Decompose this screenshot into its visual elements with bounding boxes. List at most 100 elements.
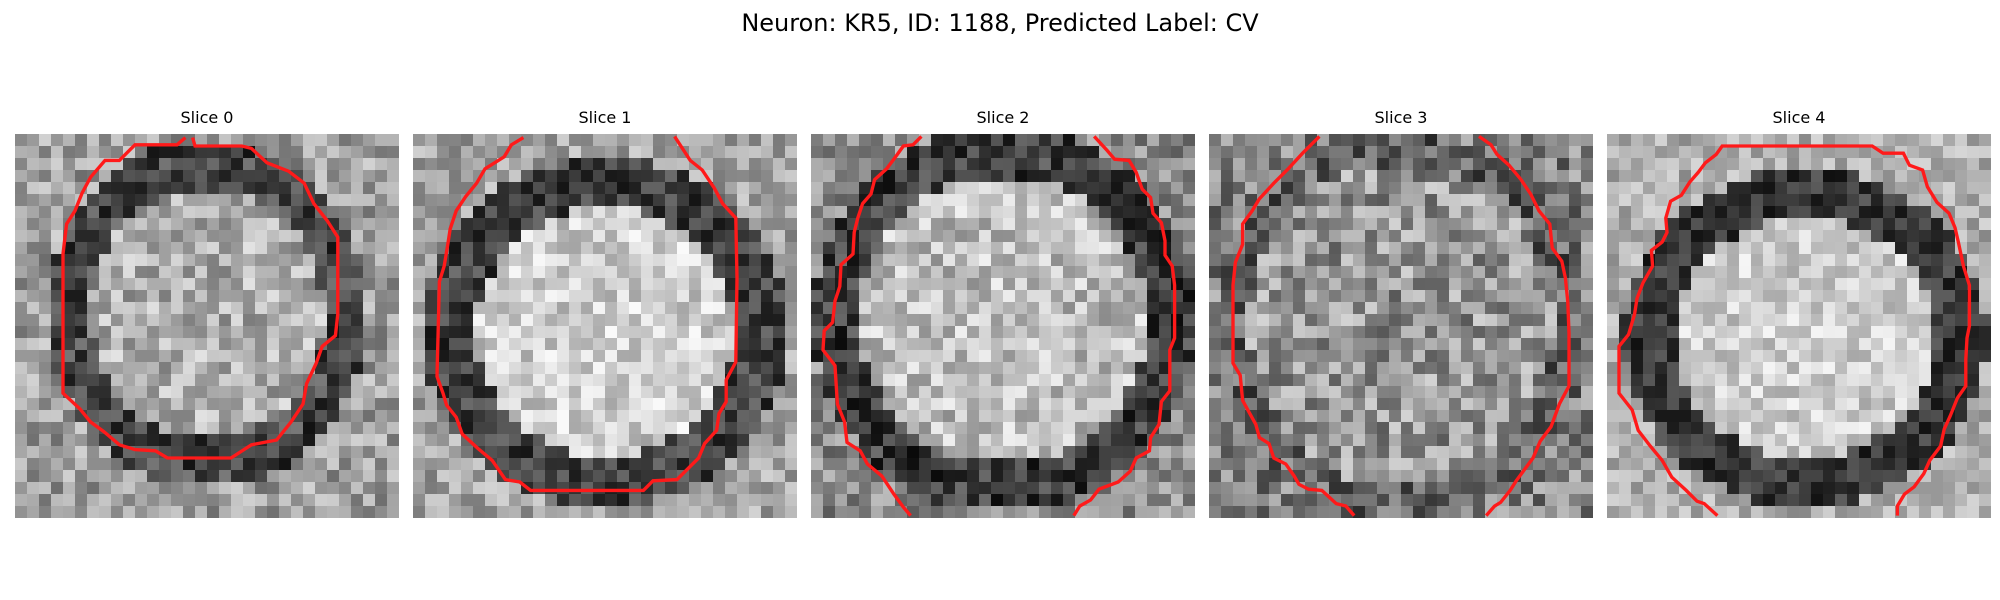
pixel (521, 422, 533, 434)
pixel (725, 158, 737, 170)
pixel (967, 326, 979, 338)
pixel (1823, 302, 1835, 314)
pixel (1147, 278, 1159, 290)
pixel (1533, 374, 1545, 386)
pixel (859, 506, 871, 518)
pixel (39, 374, 51, 386)
pixel (1183, 350, 1195, 362)
pixel (533, 458, 545, 470)
pixel (701, 410, 713, 422)
pixel (363, 158, 375, 170)
pixel (1269, 290, 1281, 302)
pixel (1003, 278, 1015, 290)
pixel (773, 446, 785, 458)
pixel (1473, 494, 1485, 506)
pixel (979, 422, 991, 434)
pixel (1461, 470, 1473, 482)
pixel (1281, 206, 1293, 218)
pixel (219, 506, 231, 518)
pixel (267, 194, 279, 206)
pixel (581, 386, 593, 398)
pixel (1051, 206, 1063, 218)
pixel (1667, 410, 1679, 422)
pixel (1907, 314, 1919, 326)
pixel (557, 386, 569, 398)
pixel (955, 506, 967, 518)
pixel (569, 422, 581, 434)
pixel (1799, 386, 1811, 398)
slice-title-2: Slice 2 (811, 108, 1195, 128)
pixel (1425, 134, 1437, 146)
pixel (701, 290, 713, 302)
pixel (1233, 206, 1245, 218)
pixel (979, 242, 991, 254)
pixel (1027, 470, 1039, 482)
pixel (291, 446, 303, 458)
pixel (1425, 170, 1437, 182)
pixel (847, 398, 859, 410)
pixel (1763, 218, 1775, 230)
pixel (1317, 158, 1329, 170)
pixel (991, 362, 1003, 374)
pixel (1569, 350, 1581, 362)
pixel (1365, 338, 1377, 350)
pixel (761, 302, 773, 314)
pixel (111, 314, 123, 326)
pixel (629, 278, 641, 290)
pixel (557, 494, 569, 506)
pixel (521, 302, 533, 314)
pixel (521, 338, 533, 350)
pixel (725, 422, 737, 434)
pixel (75, 134, 87, 146)
pixel (1521, 374, 1533, 386)
pixel (991, 194, 1003, 206)
pixel (437, 446, 449, 458)
pixel (1473, 182, 1485, 194)
pixel (1811, 326, 1823, 338)
pixel (15, 194, 27, 206)
pixel (1111, 266, 1123, 278)
pixel (859, 362, 871, 374)
pixel (183, 170, 195, 182)
pixel (919, 242, 931, 254)
pixel (1257, 242, 1269, 254)
pixel (449, 506, 461, 518)
pixel (449, 146, 461, 158)
pixel (545, 170, 557, 182)
pixel (823, 398, 835, 410)
pixel (1485, 362, 1497, 374)
pixel (1003, 458, 1015, 470)
pixel (195, 506, 207, 518)
pixel (339, 398, 351, 410)
pixel (1015, 146, 1027, 158)
pixel (39, 206, 51, 218)
pixel (1763, 338, 1775, 350)
pixel (1943, 182, 1955, 194)
pixel (135, 470, 147, 482)
pixel (1557, 218, 1569, 230)
pixel (943, 350, 955, 362)
pixel (1401, 422, 1413, 434)
pixel (883, 242, 895, 254)
pixel (1703, 134, 1715, 146)
pixel (387, 326, 399, 338)
pixel (811, 362, 823, 374)
pixel (677, 350, 689, 362)
pixel (605, 470, 617, 482)
pixel (207, 290, 219, 302)
pixel (207, 230, 219, 242)
pixel (111, 134, 123, 146)
pixel (629, 170, 641, 182)
pixel (1039, 422, 1051, 434)
pixel (895, 314, 907, 326)
pixel (1871, 302, 1883, 314)
pixel (1835, 194, 1847, 206)
pixel (1099, 206, 1111, 218)
pixel (1317, 218, 1329, 230)
pixel (871, 350, 883, 362)
pixel (63, 410, 75, 422)
pixel (1063, 482, 1075, 494)
pixel (1147, 290, 1159, 302)
pixel (1437, 170, 1449, 182)
pixel (1329, 266, 1341, 278)
